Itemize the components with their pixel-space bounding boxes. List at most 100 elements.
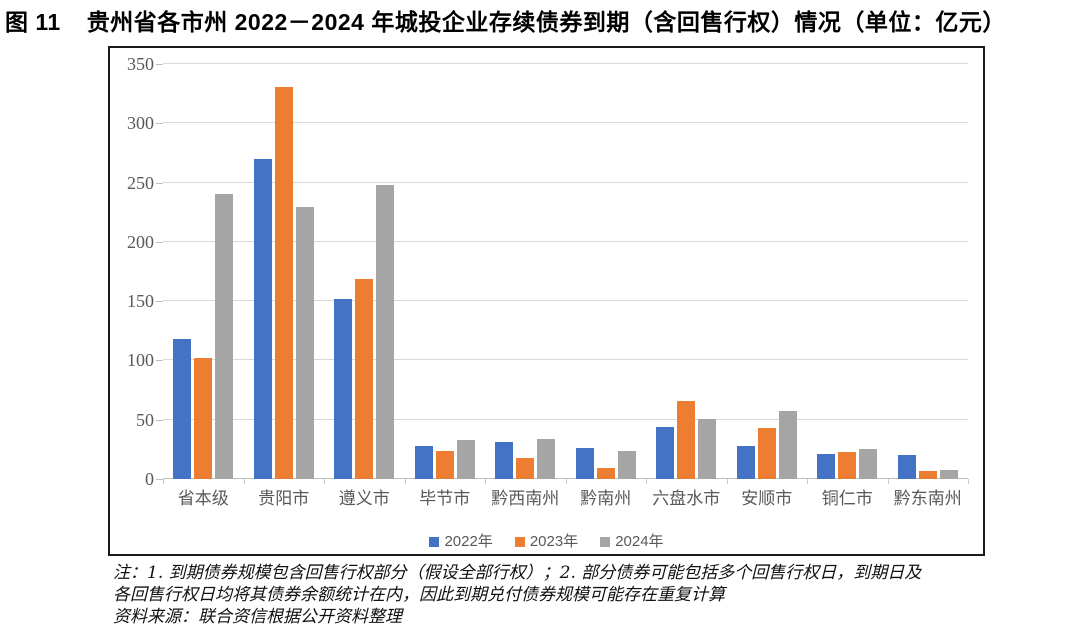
bar-安顺市-2024年 <box>778 411 797 479</box>
y-tick-mark-150 <box>156 301 163 303</box>
bar-毕节市-2023年 <box>435 450 454 479</box>
bar-安顺市-2022年 <box>736 445 755 479</box>
bar-黔南州-2022年 <box>575 448 594 479</box>
y-tick-label-250: 250 <box>127 172 154 193</box>
y-tick-mark-200 <box>156 241 163 243</box>
x-tick-mark-7 <box>726 479 728 484</box>
bar-六盘水市-2023年 <box>677 400 696 479</box>
y-tick-label-100: 100 <box>127 350 154 371</box>
bar-黔西南州-2022年 <box>495 442 514 479</box>
bar-黔东南州-2022年 <box>897 455 916 479</box>
bar-铜仁市-2022年 <box>817 454 836 479</box>
x-axis-label-黔南州: 黔南州 <box>580 489 632 508</box>
legend-label-2023年: 2023年 <box>529 533 579 550</box>
legend-item-2024年: 2024年 <box>600 533 664 550</box>
bar-安顺市-2023年 <box>757 428 776 479</box>
legend-label-2024年: 2024年 <box>615 533 664 550</box>
gridline-50 <box>163 418 968 420</box>
bar-group-遵义市 <box>324 64 405 479</box>
bar-铜仁市-2024年 <box>859 449 878 479</box>
y-tick-mark-100 <box>156 360 163 362</box>
x-axis-label-贵阳市: 贵阳市 <box>258 489 310 508</box>
x-axis-label-黔东南州: 黔东南州 <box>893 489 962 508</box>
bar-黔西南州-2024年 <box>537 438 556 479</box>
legend: 2022年 2023年 2024年 <box>110 532 983 552</box>
x-axis-label-安顺市: 安顺市 <box>741 489 793 508</box>
bar-黔南州-2024年 <box>617 450 636 479</box>
bar-毕节市-2024年 <box>456 439 475 479</box>
y-tick-label-0: 0 <box>145 469 154 489</box>
x-axis-label-省本级: 省本级 <box>177 489 229 508</box>
y-tick-mark-300 <box>156 123 163 125</box>
x-tick-mark-2 <box>324 479 325 484</box>
x-tick-mark-1 <box>243 479 245 484</box>
y-tick-mark-0 <box>156 479 163 480</box>
x-tick-mark-3 <box>404 479 406 484</box>
gridline-250 <box>163 181 968 183</box>
note-line-2: 各回售行权日均将其债券余额统计在内，因此到期兑付债券规模可能存在重复计算 <box>113 585 725 605</box>
bar-省本级-2022年 <box>173 339 192 479</box>
y-tick-mark-350 <box>156 64 163 65</box>
x-axis-label-遵义市: 遵义市 <box>338 489 390 508</box>
y-tick-label-300: 300 <box>127 113 154 134</box>
bar-group-毕节市 <box>405 64 486 479</box>
y-tick-mark-50 <box>156 419 163 421</box>
figure-title-text: 贵州省各市州 2022－2024 年城投企业存续债券到期（含回售行权）情况（单位… <box>86 9 1006 35</box>
y-tick-label-350: 350 <box>127 54 154 74</box>
chart-notes: 注：1. 到期债券规模包含回售行权部分（假设全部行权）；2. 部分债券可能包括多… <box>113 562 993 628</box>
bar-黔南州-2023年 <box>596 468 615 479</box>
bar-遵义市-2024年 <box>376 184 395 479</box>
bar-六盘水市-2024年 <box>698 418 717 479</box>
bar-group-黔西南州 <box>485 64 566 479</box>
legend-item-2022年: 2022年 <box>429 533 493 550</box>
gridline-150 <box>163 300 968 302</box>
legend-swatch-2022年 <box>429 537 440 547</box>
gridline-0 <box>163 478 968 479</box>
bar-贵阳市-2023年 <box>274 86 293 479</box>
bar-遵义市-2023年 <box>355 278 374 479</box>
bar-省本级-2024年 <box>215 194 234 479</box>
legend-item-2023年: 2023年 <box>514 533 579 550</box>
note-line-1: 注：1. 到期债券规模包含回售行权部分（假设全部行权）；2. 部分债券可能包括多… <box>113 563 922 583</box>
x-axis-label-铜仁市: 铜仁市 <box>821 489 873 508</box>
gridline-350 <box>163 63 968 64</box>
x-tick-mark-5 <box>565 479 567 484</box>
gridline-200 <box>163 240 968 242</box>
bar-遵义市-2022年 <box>334 298 353 479</box>
legend-swatch-2023年 <box>514 537 525 547</box>
y-tick-label-50: 50 <box>136 409 154 430</box>
x-axis-label-六盘水市: 六盘水市 <box>652 489 721 508</box>
chart-container: 2022年 2023年 2024年 0 50 100 150 200 250 300 350 省本级… <box>108 46 985 556</box>
figure-number: 图 11 <box>5 9 61 35</box>
bar-group-安顺市 <box>727 64 808 479</box>
bar-group-省本级 <box>163 64 244 479</box>
bar-六盘水市-2022年 <box>656 426 675 479</box>
x-tick-mark-9 <box>887 479 889 484</box>
x-axis-label-毕节市: 毕节市 <box>419 489 471 508</box>
bar-贵阳市-2022年 <box>253 158 272 479</box>
x-tick-mark-0 <box>163 479 164 484</box>
bar-贵阳市-2024年 <box>295 207 314 479</box>
bar-铜仁市-2023年 <box>838 451 857 479</box>
bar-group-黔东南州 <box>888 64 969 479</box>
bar-group-贵阳市 <box>244 64 325 479</box>
x-axis-label-黔西南州: 黔西南州 <box>491 489 560 508</box>
bar-省本级-2023年 <box>194 358 213 479</box>
bar-group-铜仁市 <box>807 64 888 479</box>
y-tick-mark-250 <box>156 182 163 184</box>
bar-group-黔南州 <box>566 64 647 479</box>
plot-area <box>163 63 969 479</box>
x-tick-mark-8 <box>807 479 808 484</box>
gridline-100 <box>163 359 968 361</box>
y-tick-label-200: 200 <box>127 231 154 252</box>
x-tick-mark-6 <box>646 479 647 484</box>
bar-黔西南州-2023年 <box>516 457 535 479</box>
gridline-300 <box>163 122 968 124</box>
x-tick-mark-10 <box>968 479 969 484</box>
x-tick-mark-4 <box>485 479 486 484</box>
bar-毕节市-2022年 <box>414 445 433 479</box>
bar-黔东南州-2024年 <box>939 469 958 479</box>
figure-title: 图 11 贵州省各市州 2022－2024 年城投企业存续债券到期（含回售行权）… <box>5 7 1077 37</box>
bar-黔东南州-2023年 <box>918 470 937 479</box>
legend-label-2022年: 2022年 <box>444 533 493 550</box>
